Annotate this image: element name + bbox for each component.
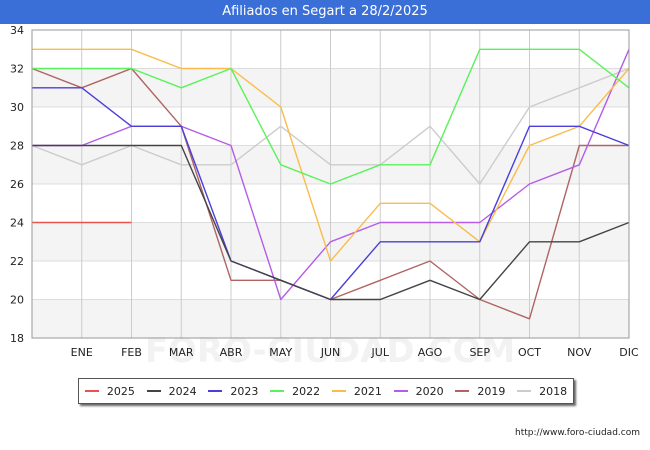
legend-swatch [331,390,346,392]
legend-label: 2025 [106,384,135,398]
source-url[interactable]: http://www.foro-ciudad.com [515,428,640,438]
x-tick-label: OCT [518,346,541,359]
legend: 2025 2024 2023 2022 2021 2020 2019 2018 [78,378,574,404]
x-tick-label: AGO [418,346,443,359]
legend-item-2020: 2020 [393,384,444,398]
legend-item-2019: 2019 [455,385,505,398]
legend-label: 2020 [415,384,444,398]
plot-border [31,29,630,339]
y-axis-ticks: 18 20 22 24 26 28 30 32 34 [10,24,24,345]
chart-series [31,48,630,320]
x-tick-label: ENE [71,346,93,359]
legend-swatch [517,390,532,392]
legend-label: 2018 [539,384,568,398]
series-line-2021 [32,48,630,262]
x-tick-label: JUL [371,346,390,359]
legend-label: 2023 [230,384,259,398]
chart-title: Afiliados en Segart a 28/2/2025 [0,0,650,24]
y-tick-label: 28 [10,140,24,153]
series-line-2024 [32,144,630,301]
x-tick-label: NOV [567,346,592,359]
series-line-2022 [32,48,630,185]
y-tick-label: 26 [10,178,24,191]
x-tick-label: ABR [220,346,243,359]
y-tick-label: 18 [10,332,24,345]
legend-item-2021: 2021 [331,384,382,398]
legend-swatch [455,390,470,392]
legend-label: 2024 [168,384,197,398]
x-tick-label: MAR [169,346,194,359]
x-tick-label: FEB [121,346,142,359]
x-tick-label: SEP [469,346,490,359]
legend-item-2023: 2023 [208,385,258,398]
x-tick-label: MAY [269,346,292,359]
y-tick-label: 32 [10,63,24,76]
legend-swatch [208,390,223,392]
y-tick-label: 34 [10,24,24,37]
legend-item-2022: 2022 [270,385,320,398]
y-tick-label: 24 [10,217,24,230]
y-tick-label: 22 [10,255,24,268]
legend-label: 2022 [292,384,321,398]
x-tick-label: JUN [320,346,341,359]
legend-swatch [146,390,161,392]
x-tick-label: DIC [619,346,639,359]
legend-label: 2021 [353,384,382,398]
x-axis-ticks: ENE FEB MAR ABR MAY JUN JUL AGO SEP OCT NOV DIC [71,346,639,359]
legend-item-2025: 2025 [84,384,135,398]
legend-swatch [393,390,408,392]
y-tick-label: 30 [10,101,24,114]
y-tick-label: 20 [10,294,24,307]
legend-swatch [84,390,99,392]
legend-label: 2019 [477,384,506,398]
legend-item-2018: 2018 [517,385,567,398]
legend-item-2024: 2024 [146,384,197,398]
legend-swatch [270,390,285,392]
